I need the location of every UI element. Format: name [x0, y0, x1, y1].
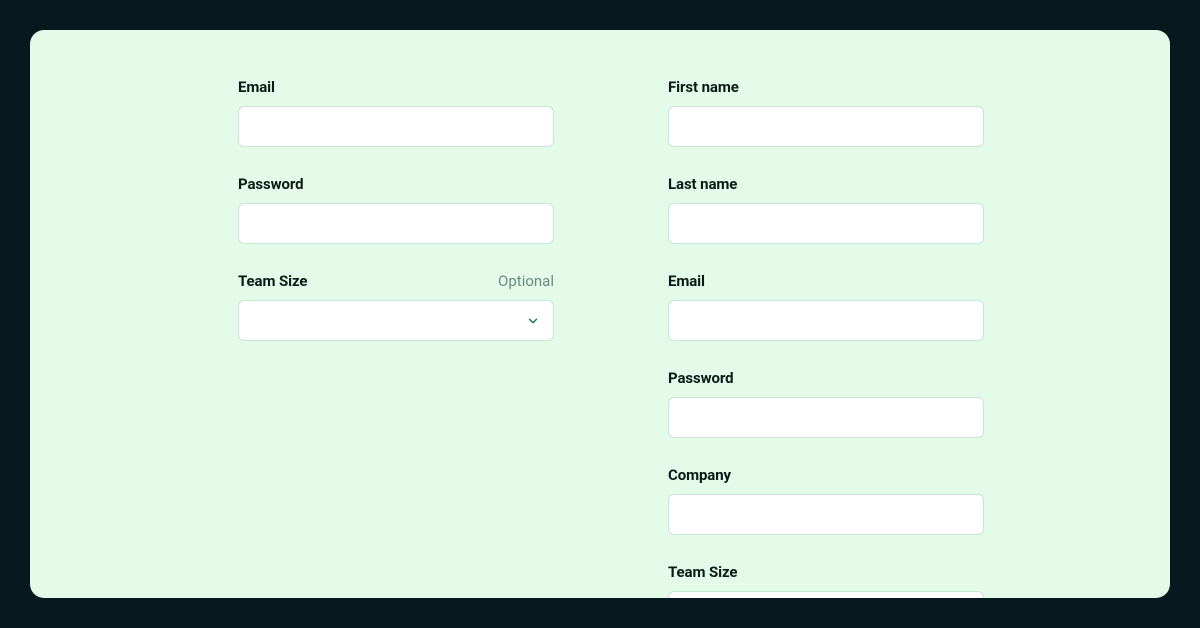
first-name-label: First name	[668, 78, 739, 96]
company-input[interactable]	[668, 494, 984, 535]
first-name-field-group: First name	[668, 78, 984, 147]
password-field-group: Password	[238, 175, 554, 244]
password-input-right[interactable]	[668, 397, 984, 438]
label-row: Last name	[668, 175, 984, 193]
team-size-select-wrap-right	[668, 591, 984, 598]
label-row: Company	[668, 466, 984, 484]
team-size-field-group-right: Team Size	[668, 563, 984, 598]
label-row: Email	[238, 78, 554, 96]
team-size-select-wrap	[238, 300, 554, 341]
form-column-left: Email Password Team Size Optional	[238, 78, 554, 598]
label-row: Team Size Optional	[238, 272, 554, 290]
company-label: Company	[668, 466, 731, 484]
form-columns: Email Password Team Size Optional	[30, 30, 1170, 598]
password-field-group-right: Password	[668, 369, 984, 438]
label-row: Password	[238, 175, 554, 193]
email-label-right: Email	[668, 272, 705, 290]
label-row: Email	[668, 272, 984, 290]
team-size-field-group: Team Size Optional	[238, 272, 554, 341]
password-input[interactable]	[238, 203, 554, 244]
label-row: Password	[668, 369, 984, 387]
team-size-select[interactable]	[238, 300, 554, 341]
form-column-right: First name Last name Email Password	[668, 78, 984, 598]
team-size-hint: Optional	[498, 272, 554, 290]
company-field-group: Company	[668, 466, 984, 535]
email-input[interactable]	[238, 106, 554, 147]
password-label-right: Password	[668, 369, 734, 387]
team-size-label-right: Team Size	[668, 563, 737, 581]
email-label: Email	[238, 78, 275, 96]
last-name-input[interactable]	[668, 203, 984, 244]
team-size-label: Team Size	[238, 272, 307, 290]
email-field-group: Email	[238, 78, 554, 147]
last-name-label: Last name	[668, 175, 737, 193]
team-size-select-right[interactable]	[668, 591, 984, 598]
form-card: Email Password Team Size Optional	[30, 30, 1170, 598]
label-row: Team Size	[668, 563, 984, 581]
password-label: Password	[238, 175, 304, 193]
email-field-group-right: Email	[668, 272, 984, 341]
first-name-input[interactable]	[668, 106, 984, 147]
email-input-right[interactable]	[668, 300, 984, 341]
last-name-field-group: Last name	[668, 175, 984, 244]
label-row: First name	[668, 78, 984, 96]
